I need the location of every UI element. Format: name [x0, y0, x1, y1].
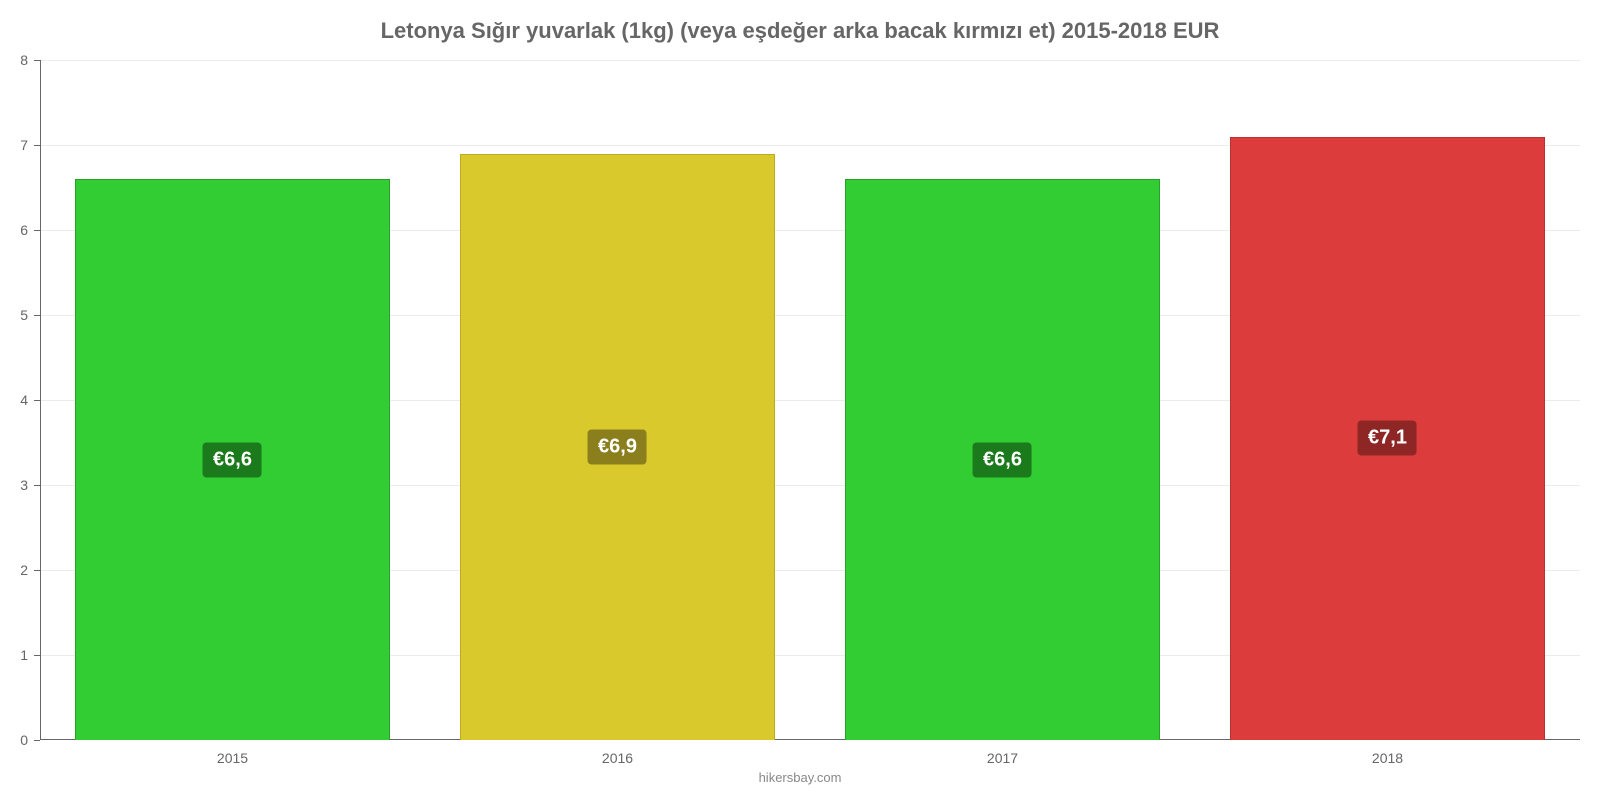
y-tick: [34, 485, 40, 486]
y-tick: [34, 570, 40, 571]
value-badge: €6,6: [203, 442, 262, 477]
y-tick: [34, 315, 40, 316]
plot-area: 012345678€6,62015€6,92016€6,62017€7,1201…: [40, 60, 1580, 740]
bar-group: €6,6: [75, 60, 391, 740]
x-tick-label: 2017: [987, 750, 1018, 766]
y-tick-label: 8: [0, 52, 28, 68]
y-tick-label: 4: [0, 392, 28, 408]
chart-container: Letonya Sığır yuvarlak (1kg) (veya eşdeğ…: [0, 0, 1600, 800]
y-tick-label: 5: [0, 307, 28, 323]
x-tick-label: 2018: [1372, 750, 1403, 766]
chart-title: Letonya Sığır yuvarlak (1kg) (veya eşdeğ…: [0, 18, 1600, 44]
y-axis: [40, 60, 41, 740]
y-tick-label: 6: [0, 222, 28, 238]
y-tick: [34, 655, 40, 656]
bar-group: €7,1: [1230, 60, 1546, 740]
x-tick-label: 2016: [602, 750, 633, 766]
y-tick-label: 3: [0, 477, 28, 493]
bar-group: €6,9: [460, 60, 776, 740]
y-tick-label: 2: [0, 562, 28, 578]
y-tick-label: 7: [0, 137, 28, 153]
x-tick-label: 2015: [217, 750, 248, 766]
y-tick: [34, 60, 40, 61]
y-tick: [34, 740, 40, 741]
y-tick-label: 0: [0, 732, 28, 748]
y-tick-label: 1: [0, 647, 28, 663]
value-badge: €7,1: [1358, 421, 1417, 456]
y-tick: [34, 400, 40, 401]
source-label: hikersbay.com: [0, 770, 1600, 785]
bar-group: €6,6: [845, 60, 1161, 740]
value-badge: €6,9: [588, 429, 647, 464]
value-badge: €6,6: [973, 442, 1032, 477]
y-tick: [34, 145, 40, 146]
y-tick: [34, 230, 40, 231]
